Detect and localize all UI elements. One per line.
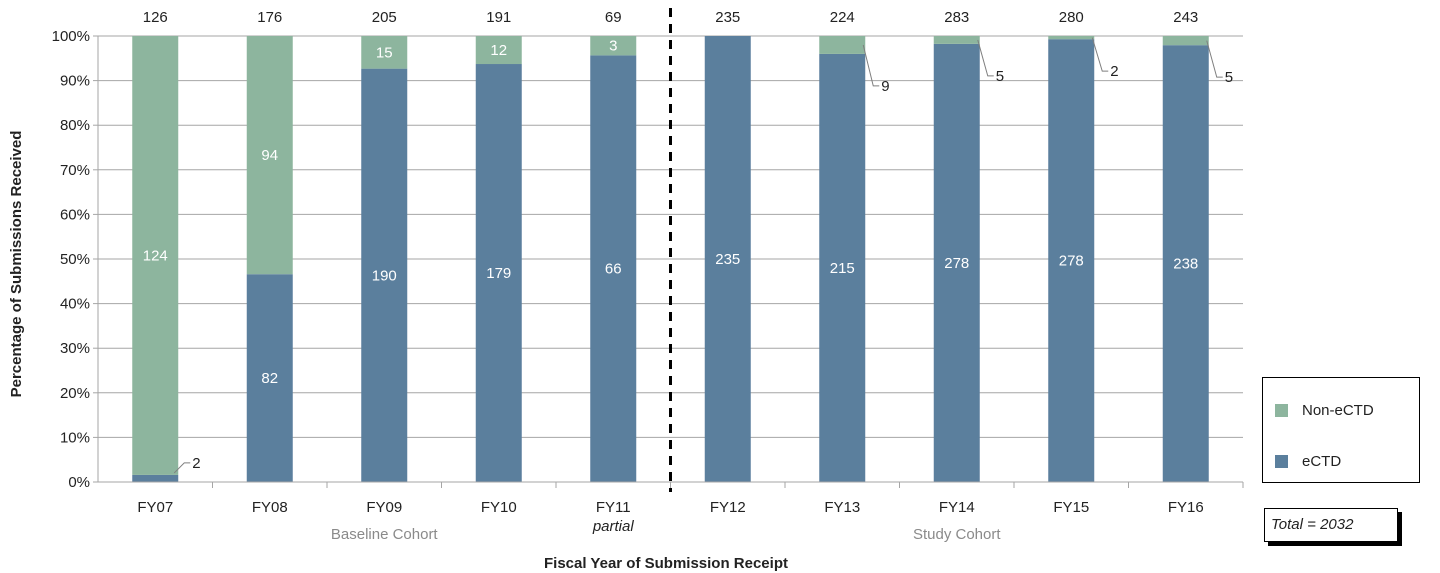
bar-label-non-ectd-fy15: 2 xyxy=(1110,63,1118,80)
bar-label-ectd-fy10: 179 xyxy=(486,265,511,282)
x-tick-label-fy12: FY12 xyxy=(710,499,746,516)
bar-label-ectd-fy13: 215 xyxy=(830,260,855,277)
bar-ectd-fy13 xyxy=(819,53,866,482)
bar-label-non-ectd-fy16: 5 xyxy=(1225,69,1233,86)
bar-label-non-ectd-fy13: 9 xyxy=(881,78,889,95)
bar-label-ectd-fy08: 82 xyxy=(261,370,278,387)
bar-ectd-fy14 xyxy=(933,43,980,483)
y-tick-label-9: 90% xyxy=(60,73,90,90)
bar-ectd-fy12 xyxy=(704,36,751,482)
legend-swatch-non-ectd xyxy=(1275,404,1288,417)
y-axis-title: Percentage of Submissions Received xyxy=(8,131,25,398)
total-label-fy14: 283 xyxy=(944,9,969,26)
bar-non-ectd-fy14 xyxy=(933,36,980,44)
x-sublabel-fy11: partial xyxy=(592,518,635,535)
bar-ectd-fy07 xyxy=(132,474,179,482)
labels: FY07 126 2 124 FY08 176 82 94 FY09 205 190 15 FY10 19… xyxy=(137,9,1233,543)
bar-non-ectd-fy16 xyxy=(1162,36,1209,46)
bar-non-ectd-fy13 xyxy=(819,36,866,54)
y-tick-label-0: 0% xyxy=(68,474,90,491)
y-tick-label-5: 50% xyxy=(60,251,90,268)
total-label-fy08: 176 xyxy=(257,9,282,26)
total-label-fy09: 205 xyxy=(372,9,397,26)
y-tick-label-1: 10% xyxy=(60,429,90,446)
legend-item-ectd: eCTD xyxy=(1275,453,1341,470)
bar-non-ectd-fy09 xyxy=(361,36,408,69)
total-label-fy15: 280 xyxy=(1059,9,1084,26)
y-tick-label-3: 30% xyxy=(60,340,90,357)
legend-label-ectd: eCTD xyxy=(1302,453,1342,470)
total-label-fy11: 69 xyxy=(605,9,622,26)
y-tick-label-2: 20% xyxy=(60,385,90,402)
legend-label-non-ectd: Non-eCTD xyxy=(1302,402,1374,419)
cohort-label-0: Baseline Cohort xyxy=(331,526,439,543)
legend: Non-eCTD eCTD xyxy=(1262,377,1420,483)
x-tick-label-fy11: FY11 xyxy=(596,499,631,516)
bar-label-non-ectd-fy14: 5 xyxy=(996,68,1004,85)
callout-leader-non-ectd-fy13 xyxy=(862,44,880,87)
callout-leader-non-ectd-fy14 xyxy=(977,39,994,77)
total-label-fy10: 191 xyxy=(486,9,511,26)
legend-item-non-ectd: Non-eCTD xyxy=(1275,402,1374,419)
callout-leader-non-ectd-fy16 xyxy=(1206,40,1223,78)
callout-leader-ectd-fy07 xyxy=(173,462,191,474)
callout-leader-non-ectd-fy15 xyxy=(1091,37,1109,72)
bar-ectd-fy08 xyxy=(246,274,293,482)
bar-ectd-fy16 xyxy=(1162,45,1209,483)
bar-non-ectd-fy15 xyxy=(1048,36,1095,40)
bar-label-ectd-fy12: 235 xyxy=(715,251,740,268)
bar-label-ectd-fy11: 66 xyxy=(605,261,622,278)
x-tick-label-fy08: FY08 xyxy=(252,499,288,516)
x-tick-label-fy07: FY07 xyxy=(137,499,173,516)
y-tick-label-8: 80% xyxy=(60,117,90,134)
total-label-fy07: 126 xyxy=(143,9,168,26)
bar-label-non-ectd-fy07: 124 xyxy=(143,247,168,264)
x-tick-label-fy16: FY16 xyxy=(1168,499,1204,516)
bar-ectd-fy10 xyxy=(475,64,522,483)
x-tick-label-fy15: FY15 xyxy=(1053,499,1089,516)
bar-non-ectd-fy11 xyxy=(590,36,637,56)
bar-label-ectd-fy14: 278 xyxy=(944,255,969,272)
bar-ectd-fy09 xyxy=(361,68,408,482)
bars xyxy=(132,36,1209,483)
bar-label-non-ectd-fy09: 15 xyxy=(376,44,393,61)
total-annotation-box: Total = 2032 xyxy=(1264,508,1398,542)
bar-non-ectd-fy10 xyxy=(475,36,522,65)
y-tick-label-7: 70% xyxy=(60,162,90,179)
bar-ectd-fy15 xyxy=(1048,39,1095,482)
total-annotation: Total = 2032 xyxy=(1271,516,1354,533)
x-tick-label-fy09: FY09 xyxy=(366,499,402,516)
total-label-fy13: 224 xyxy=(830,9,855,26)
bar-non-ectd-fy08 xyxy=(246,36,293,275)
bar-non-ectd-fy07 xyxy=(132,36,179,475)
cohort-label-1: Study Cohort xyxy=(913,526,1001,543)
legend-swatch-ectd xyxy=(1275,455,1288,468)
bar-ectd-fy11 xyxy=(590,55,637,483)
x-tick-label-fy13: FY13 xyxy=(824,499,860,516)
x-tick-label-fy14: FY14 xyxy=(939,499,975,516)
bar-label-non-ectd-fy08: 94 xyxy=(261,147,278,164)
y-tick-label-6: 60% xyxy=(60,206,90,223)
bar-label-ectd-fy16: 238 xyxy=(1173,256,1198,273)
bar-label-ectd-fy07: 2 xyxy=(192,455,200,472)
bar-label-non-ectd-fy10: 12 xyxy=(490,42,507,59)
axes: 0% 10% 20% 30% 40% 50% 60% 70% 80% 90% 100% xyxy=(52,8,1244,492)
y-tick-label-4: 40% xyxy=(60,296,90,313)
total-label-fy12: 235 xyxy=(715,9,740,26)
y-tick-label-10: 100% xyxy=(52,28,90,45)
bar-label-ectd-fy09: 190 xyxy=(372,267,397,284)
x-tick-label-fy10: FY10 xyxy=(481,499,517,516)
x-axis-title: Fiscal Year of Submission Receipt xyxy=(544,555,788,572)
bar-label-non-ectd-fy11: 3 xyxy=(609,38,617,55)
total-label-fy16: 243 xyxy=(1173,9,1198,26)
bar-label-ectd-fy15: 278 xyxy=(1059,253,1084,270)
